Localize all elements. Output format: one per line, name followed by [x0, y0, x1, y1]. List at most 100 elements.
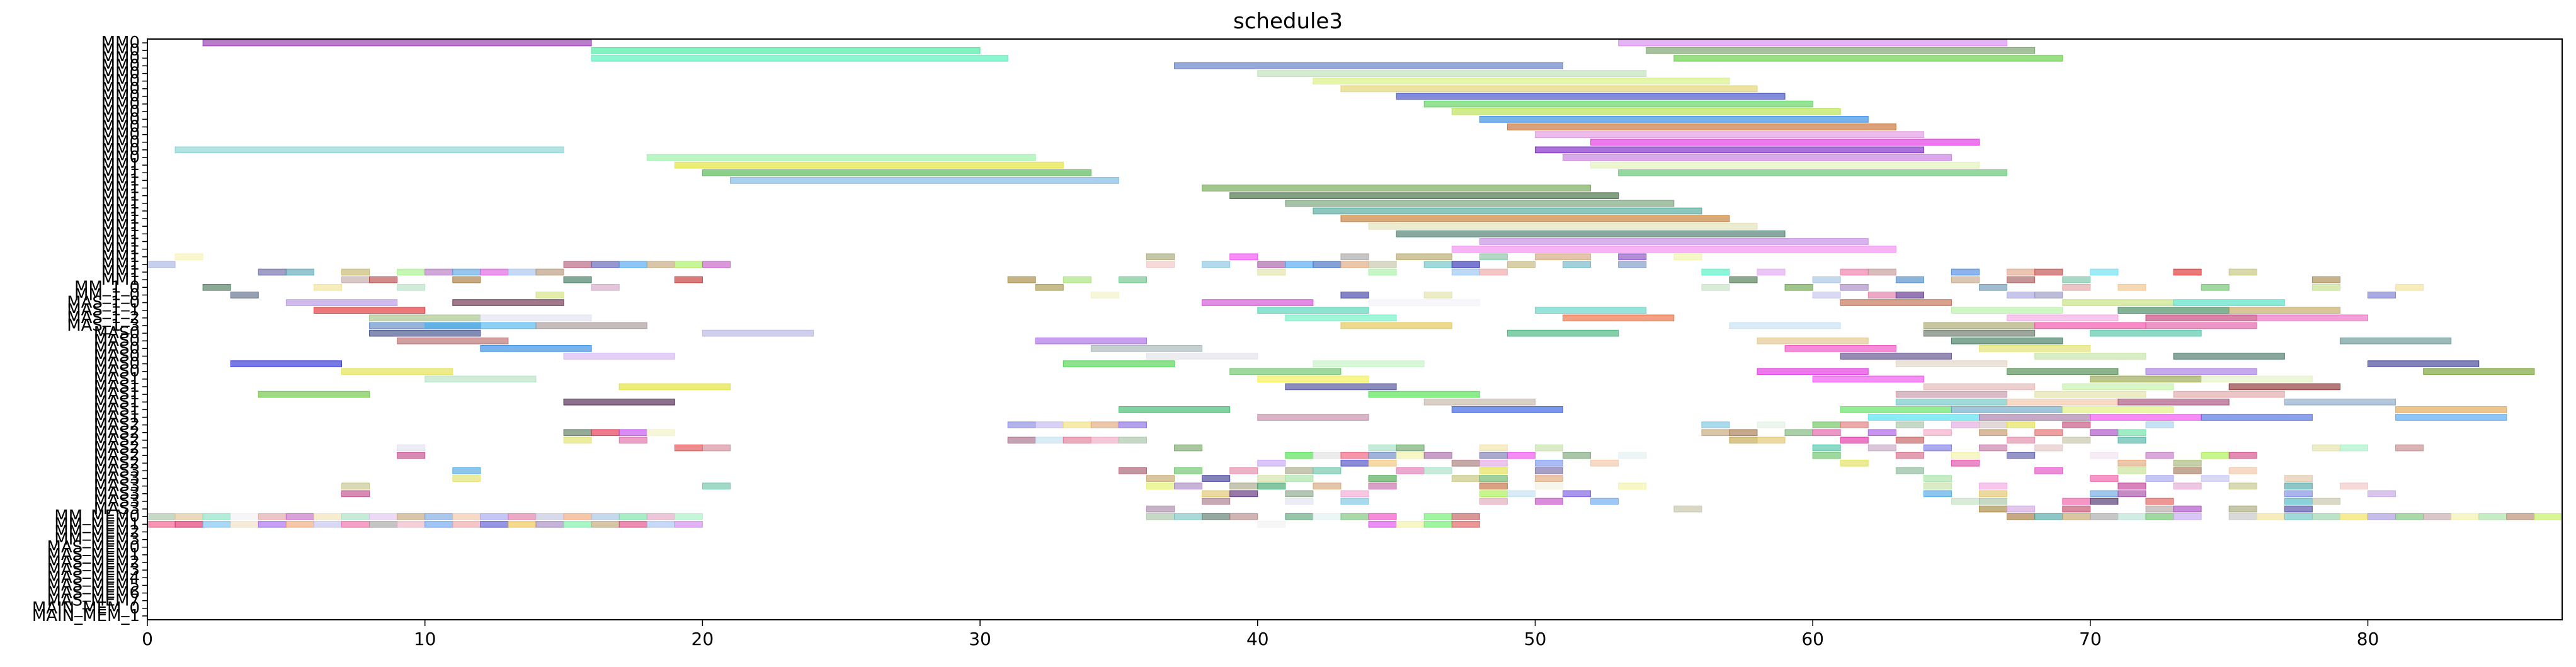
bar-MM_MEM1-11 — [452, 521, 481, 528]
bar-MAS2-17 — [618, 436, 647, 444]
bar-MAS_1_0-5 — [285, 299, 398, 306]
bar-MAS3-40 — [1257, 482, 1286, 490]
bar-MAS2-79 — [2339, 444, 2369, 452]
bar-MM_MEM0-3 — [230, 513, 259, 520]
y-tick-label: MM0 — [101, 72, 140, 91]
bar-MAS2-33 — [1063, 436, 1091, 444]
y-tick-label: MAS0 — [94, 355, 140, 373]
bar-MAS0-32 — [1035, 337, 1147, 345]
bar-MM1-67 — [2007, 268, 2036, 276]
y-tick-label: MM_MEM1 — [54, 515, 140, 533]
bar-MM_MEM0-85 — [2506, 513, 2535, 520]
bar-MM_MEM0-18 — [646, 513, 675, 520]
bar-MAS1-73 — [2173, 391, 2285, 398]
bar-MAS_1_0-38 — [1202, 299, 1314, 306]
bar-MAS3-55 — [1673, 505, 1702, 513]
bar-MM0-1 — [174, 146, 564, 154]
bar-MAS0-15 — [563, 353, 675, 360]
bar-MAS2-69 — [2062, 436, 2091, 444]
bar-MM1-50 — [1534, 253, 1592, 261]
bar-MAS3-41 — [1285, 475, 1314, 482]
bar-MM_MEM0-37 — [1174, 513, 1203, 520]
bar-MAS3-7 — [341, 482, 370, 490]
y-tick-label: MM_1_0 — [74, 285, 140, 304]
bar-MM1-78 — [2311, 276, 2340, 283]
y-tick-label: MAS3 — [94, 492, 140, 511]
bar-MM_MEM0-78 — [2311, 513, 2340, 520]
bar-MAS2-67 — [2007, 452, 2036, 459]
bar-MAS3-52 — [1590, 498, 1619, 505]
bar-MAS2-56 — [1701, 421, 1730, 428]
bar-MAS3-50 — [1534, 467, 1564, 474]
bar-MAS3-48 — [1479, 467, 1508, 474]
bar-MAS3-11 — [452, 467, 481, 474]
bar-MAS0-8 — [369, 329, 481, 337]
bar-MM_MEM1-7 — [341, 521, 370, 528]
bar-MAS2-63 — [1895, 452, 1924, 459]
bar-MM_MEM0-79 — [2339, 513, 2369, 520]
bar-MAS3-77 — [2284, 505, 2313, 513]
bar-MM_1_0-34 — [1090, 292, 1119, 299]
bar-MM1-11 — [452, 268, 481, 276]
y-tick-label: MAS_1_0 — [67, 294, 140, 312]
bar-MAS3-71 — [2117, 467, 2146, 474]
bar-MAS1-63 — [1895, 391, 2008, 398]
y-tick-label: MM1 — [101, 186, 140, 205]
bar-MAS1-69 — [2062, 406, 2174, 413]
bar-MAS2-20 — [702, 444, 731, 452]
y-tick-label: MAS0 — [94, 339, 140, 358]
bar-MAS0-49 — [1507, 329, 1619, 337]
bar-MAS1-62 — [1867, 414, 1980, 421]
y-tick-label: MM_MEM3 — [54, 530, 140, 549]
bar-MAS0-42 — [1313, 360, 1425, 367]
bar-MAS0-20 — [702, 329, 814, 337]
bar-MM_MEM1-9 — [397, 521, 426, 528]
bar-MAS2-56 — [1701, 429, 1730, 436]
bar-MM1-39 — [1229, 192, 1619, 200]
bar-MAS0-80 — [2368, 360, 2480, 367]
bar-MAS2-62 — [1867, 444, 1896, 452]
bar-MAS0-34 — [1090, 345, 1203, 352]
y-tick-label: MM0 — [101, 94, 140, 113]
y-tick-label: MAS3 — [94, 484, 140, 503]
bar-MAS1-68 — [2034, 391, 2146, 398]
x-tick-label: 20 — [692, 629, 714, 649]
bar-MAS0-59 — [1784, 345, 1896, 352]
bar-MM1-55 — [1673, 253, 1702, 261]
bar-MAS2-35 — [1118, 421, 1147, 428]
bar-MAS0-61 — [1840, 353, 1952, 360]
bar-MAS2-51 — [1563, 452, 1592, 459]
bar-MAS0-3 — [230, 360, 342, 367]
bar-MAS3-48 — [1479, 482, 1508, 490]
y-tick-label: MAS2 — [94, 423, 140, 442]
bar-MM1-47 — [1451, 246, 1896, 253]
bar-MM1-36 — [1146, 253, 1175, 261]
bar-MAS1-60 — [1812, 375, 1924, 383]
bar-MM1-62 — [1867, 268, 1896, 276]
bar-MAS1-40 — [1257, 414, 1369, 421]
bar-MAS2-66 — [1979, 444, 2008, 452]
bar-MM1-21 — [729, 177, 1119, 184]
y-tick-label: MM1 — [101, 194, 140, 213]
bar-MM_MEM1-0 — [147, 521, 176, 528]
bar-MAS2-63 — [1895, 421, 1924, 428]
bar-MAS1-15 — [563, 398, 675, 406]
bar-MM0-55 — [1673, 54, 2063, 62]
bar-MM1-19 — [674, 261, 703, 268]
bar-MAS2-44 — [1368, 452, 1397, 459]
bar-MAS2-65 — [1951, 421, 1980, 428]
bar-MM0-43 — [1340, 85, 1758, 93]
x-tick-label: 60 — [1801, 629, 1824, 649]
bar-MM1-42 — [1313, 207, 1702, 215]
bar-MM0-40 — [1257, 70, 1647, 77]
bar-MAS_1_3-43 — [1340, 322, 1452, 329]
bar-MAS3-36 — [1146, 475, 1175, 482]
bar-MM1-10 — [425, 268, 453, 276]
bar-MAS2-65 — [1951, 452, 1980, 459]
bar-MAS2-71 — [2117, 459, 2146, 467]
x-tick-label: 70 — [2079, 629, 2102, 649]
bar-MM_MEM0-6 — [313, 513, 342, 520]
y-tick-label: MAIN_MEM_0 — [32, 599, 140, 618]
bar-MAS3-72 — [2145, 475, 2174, 482]
